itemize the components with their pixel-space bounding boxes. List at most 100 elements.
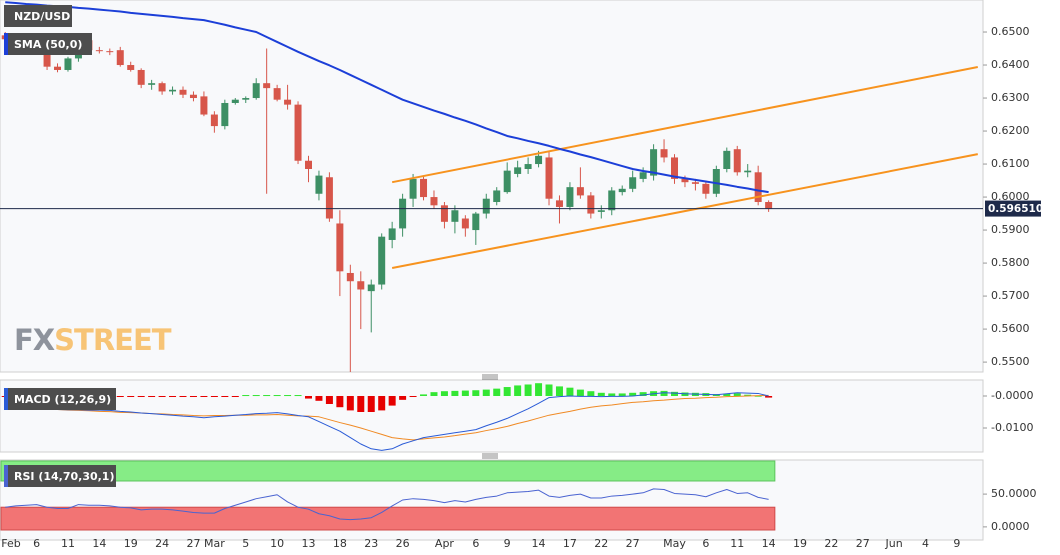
y-tick-label: 0.5900 <box>991 223 1030 236</box>
macd-histogram-bar <box>169 396 177 397</box>
macd-histogram-bar <box>555 386 563 396</box>
candle-body <box>440 205 448 222</box>
macd-histogram-bar <box>137 396 145 397</box>
macd-histogram-bar <box>179 396 187 397</box>
candle-body <box>158 83 166 92</box>
candle-body <box>576 187 584 196</box>
macd-histogram-bar <box>765 396 773 398</box>
macd-histogram-bar <box>148 396 156 397</box>
candle-body <box>64 58 72 70</box>
candle-body <box>252 83 260 99</box>
legend-box <box>4 388 116 410</box>
y-tick-label: 0.6500 <box>991 25 1030 38</box>
macd-histogram-bar <box>639 392 647 396</box>
macd-histogram-bar <box>294 395 302 397</box>
legend-swatch <box>4 33 8 55</box>
x-tick-label: 4 <box>922 537 929 550</box>
panel-handle[interactable] <box>482 453 498 459</box>
macd-histogram-bar <box>116 396 124 397</box>
watermark-part: STREET <box>54 323 172 357</box>
marks: 0.5500 0.5600 0.5700 0.5800 0.5900 0.6000 0.61… <box>0 1 1043 550</box>
macd-histogram-bar <box>524 384 532 396</box>
rsi-line <box>5 488 769 521</box>
macd-panel <box>0 379 984 453</box>
macd-histogram-bar <box>733 393 741 396</box>
candle-body <box>618 188 626 193</box>
macd-histogram-bar <box>409 396 417 397</box>
legend-box <box>4 33 92 55</box>
candle-body <box>409 178 417 199</box>
sma-label: SMA (50,0) <box>14 38 82 51</box>
macd-histogram-bar <box>660 390 668 396</box>
candle-body <box>744 170 752 173</box>
candle-body <box>221 102 229 127</box>
macd-histogram-bar <box>399 396 407 400</box>
candle-body <box>148 83 156 85</box>
candle-body <box>461 218 469 229</box>
candle-body <box>587 195 595 214</box>
macd-histogram-bar <box>430 392 438 396</box>
candle-body <box>179 89 187 95</box>
macd-histogram-bar <box>566 387 574 396</box>
y-tick-label: 0.6200 <box>991 124 1030 137</box>
candle-body <box>116 50 124 66</box>
y-tick-label: 0.6400 <box>991 58 1030 71</box>
candle-body <box>660 149 668 158</box>
candle-body <box>597 210 605 212</box>
candle-body <box>325 177 333 219</box>
x-tick-label: 27 <box>186 537 200 550</box>
macd-histogram-bar <box>221 396 229 397</box>
candle-body <box>451 210 459 222</box>
trend-line <box>391 153 978 270</box>
x-tick-label: 6 <box>472 537 479 550</box>
candle-body <box>315 175 323 194</box>
trend-line <box>391 66 978 184</box>
x-tick-label: Mar <box>204 537 225 550</box>
x-tick-label: 14 <box>92 537 106 550</box>
x-tick-label: 19 <box>793 537 807 550</box>
macd-histogram-bar <box>200 396 208 397</box>
last-price-box <box>985 200 1041 217</box>
candle-body <box>420 178 428 198</box>
overbought-zone <box>0 460 776 482</box>
x-tick-label: 19 <box>124 537 138 550</box>
x-tick-label: 13 <box>301 537 315 550</box>
y-tick-label: 50.0000 <box>991 487 1037 500</box>
macd-histogram-bar <box>346 396 354 411</box>
macd-histogram-bar <box>127 396 135 397</box>
y-tick-label: 0.6000 <box>991 190 1030 203</box>
candle-body <box>482 198 490 214</box>
candle-body <box>189 94 197 99</box>
main-panel <box>0 0 984 373</box>
macd-histogram-bar <box>378 396 386 411</box>
x-tick-label: 22 <box>594 537 608 550</box>
candle-body <box>399 198 407 229</box>
x-tick-label: 26 <box>396 537 410 550</box>
candle-body <box>691 182 699 184</box>
panel-handle[interactable] <box>482 374 498 380</box>
candle-body <box>514 167 522 174</box>
macd-histogram-bar <box>608 393 616 396</box>
oversold-zone <box>0 506 776 531</box>
candle-body <box>336 223 344 272</box>
y-tick-label: 0.5700 <box>991 289 1030 302</box>
macd-histogram-bar <box>367 396 375 412</box>
macd-histogram-bar <box>273 395 281 397</box>
macd-histogram-bar <box>440 391 448 396</box>
candle-body <box>388 228 396 240</box>
candle-body <box>712 169 720 194</box>
candle-body <box>231 99 239 103</box>
last-price-label: 0.596510 <box>988 203 1043 215</box>
macd-histogram-bar <box>503 387 511 396</box>
macd-histogram-bar <box>493 388 501 396</box>
candle-body <box>357 281 365 290</box>
signal-line <box>5 394 769 441</box>
macd-histogram-bar <box>482 389 490 396</box>
y-tick-label: 0.0000 <box>991 520 1030 533</box>
candle-body <box>608 190 616 211</box>
candle-body <box>106 51 114 53</box>
macd-histogram-bar <box>514 385 522 396</box>
candle-body <box>54 66 62 70</box>
macd-histogram-bar <box>315 396 323 401</box>
